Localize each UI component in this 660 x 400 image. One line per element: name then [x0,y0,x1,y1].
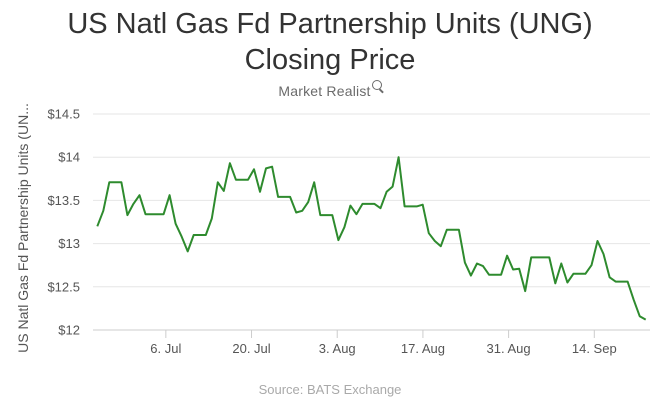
chart-title-line-1: US Natl Gas Fd Partnership Units (UNG) [67,8,593,40]
chart-title-line-2: Closing Price [244,44,416,76]
y-tick-label: $13.5 [47,193,80,208]
x-tick-label: 17. Aug [401,341,445,356]
source-note: Source: BATS Exchange [258,382,402,397]
y-tick-label: $12 [58,323,80,338]
y-tick-label: $13 [58,236,80,251]
chart-title: US Natl Gas Fd Partnership Units (UNG) C… [0,6,660,78]
x-tick-label: 3. Aug [319,341,356,356]
x-tick-label: 20. Jul [232,341,270,356]
x-axis: 6. Jul 20. Jul 3. Aug 17. Aug 31. Aug 14. Sep [150,330,617,356]
y-tick-label: $14.5 [47,107,80,122]
y-axis-label: US Natl Gas Fd Partnership Units (UN... [15,103,31,353]
x-tick-label: 14. Sep [572,341,617,356]
series-line [96,156,647,321]
y-tick-label: $12.5 [47,279,80,294]
gridlines [93,113,650,331]
y-tick-label: $14 [58,150,80,165]
brand-name: Market Realist [278,83,371,99]
x-tick-label: 31. Aug [487,341,531,356]
brand-logo: Market Realist [0,80,660,99]
y-axis: $12 $12.5 $13 $13.5 $14 $14.5 [47,107,80,338]
x-tick-label: 6. Jul [150,341,181,356]
line-chart: $12 $12.5 $13 $13.5 $14 $14.5 6. Jul 20. Jul 3.… [15,103,650,356]
magnifier-icon [371,80,382,90]
